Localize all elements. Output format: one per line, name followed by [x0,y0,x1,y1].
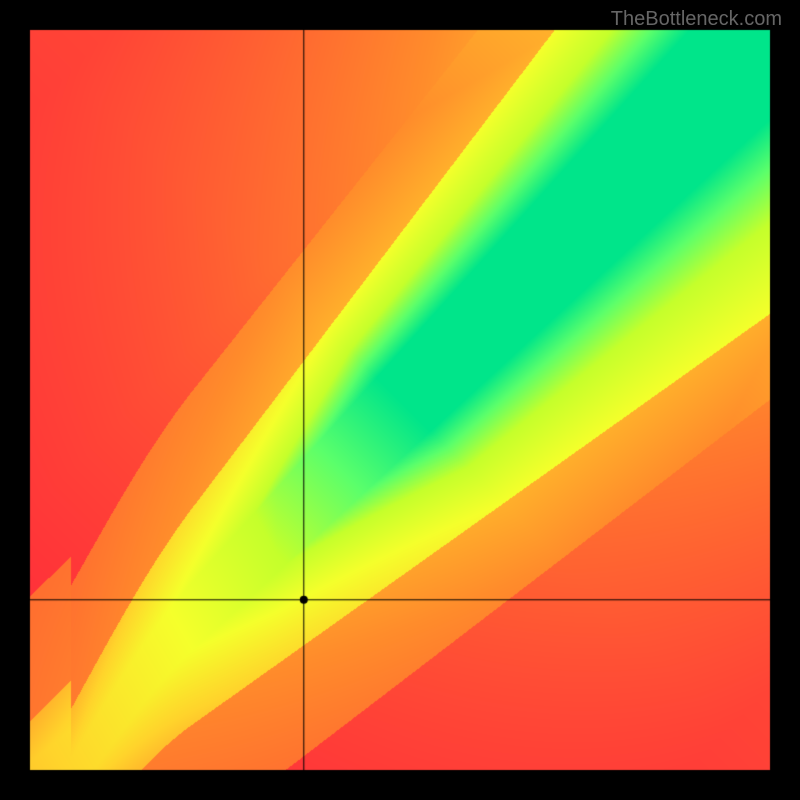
chart-container: TheBottleneck.com [0,0,800,800]
watermark-text: TheBottleneck.com [611,8,782,31]
heatmap-canvas [0,0,800,800]
